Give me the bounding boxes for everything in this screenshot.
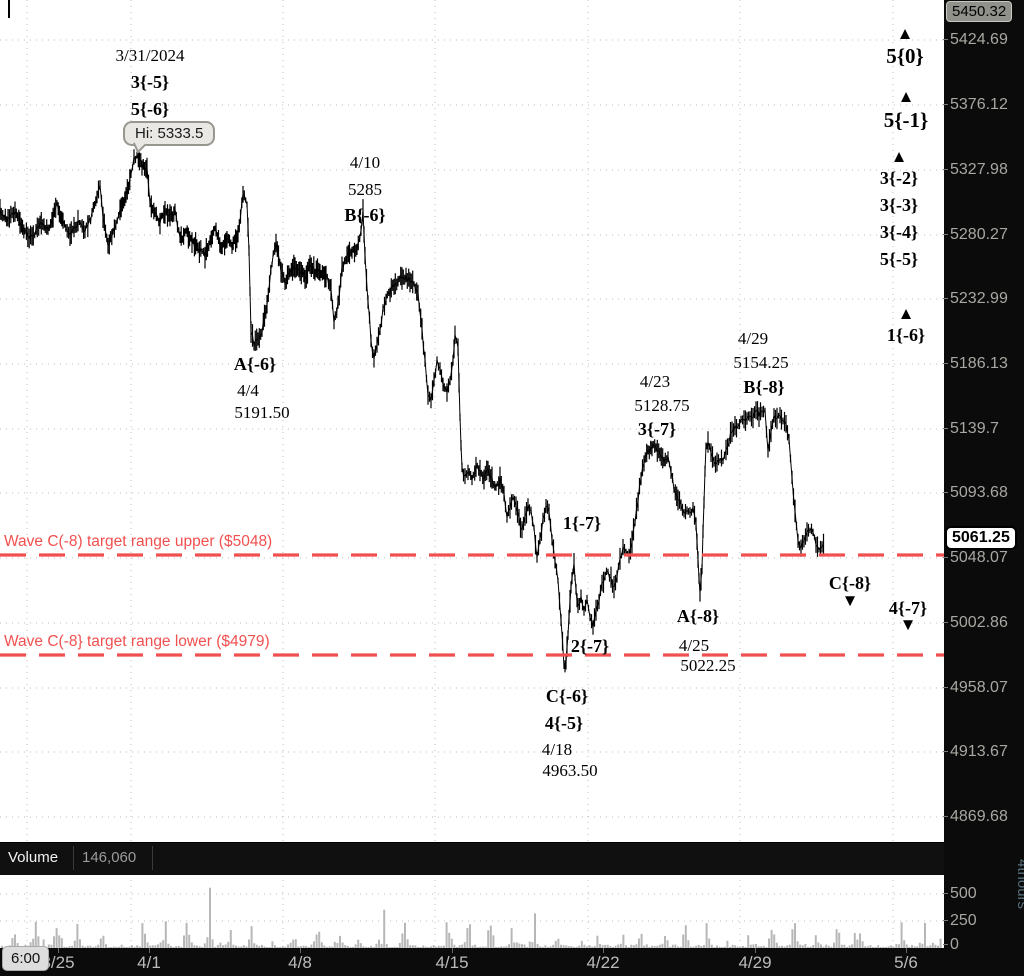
triangle-up-icon[interactable]: ▲ — [890, 147, 908, 166]
price-axis-label: 5280.27 — [943, 226, 1008, 243]
triangle-up-icon[interactable]: ▲ — [897, 304, 915, 323]
price-axis-label: 5048.07 — [943, 549, 1008, 566]
target-range-upper-label[interactable]: Wave C(-8) target range upper ($5048) — [4, 533, 273, 550]
wave-annotation[interactable]: 4/4 — [237, 381, 259, 400]
wave-marker-label[interactable]: 4{-7} — [888, 598, 928, 618]
axis-high-value-box: 5450.32 — [946, 1, 1013, 22]
price-axis-label: 5186.13 — [943, 355, 1008, 372]
triangle-down-icon[interactable]: ▼ — [899, 615, 917, 634]
wave-annotation[interactable]: 4/25 — [678, 636, 710, 655]
time-axis-label: 4/15 — [435, 953, 469, 972]
price-axis-label: 4869.68 — [943, 808, 1008, 825]
volume-study-title[interactable]: Volume — [8, 849, 59, 866]
wave-annotation[interactable]: 4/10 — [349, 153, 381, 172]
wave-annotation[interactable]: 5154.25 — [733, 353, 789, 372]
wave-marker-label[interactable]: 3{-4} — [879, 222, 919, 242]
price-axis-label: 4913.67 — [943, 743, 1008, 760]
triangle-up-icon[interactable]: ▲ — [896, 24, 914, 43]
price-axis-panel[interactable] — [944, 0, 1024, 976]
wave-annotation[interactable]: 4/23 — [639, 372, 671, 391]
wave-marker-label[interactable]: 3{-3} — [879, 195, 919, 215]
time-axis-tick — [300, 948, 301, 953]
time-axis-tick — [149, 948, 150, 953]
wave-marker-label[interactable]: 5{-1} — [883, 108, 929, 132]
price-axis-label: 5424.69 — [943, 31, 1008, 48]
wave-annotation[interactable]: C{-6} — [545, 686, 589, 706]
time-axis-label: 4/1 — [137, 953, 161, 972]
volume-current-value: 146,060 — [82, 849, 137, 866]
wave-annotation[interactable]: 2{-7} — [570, 636, 610, 656]
vertical-edge-note: 4thours — [1014, 859, 1024, 910]
time-axis-label: 5/6 — [894, 953, 918, 972]
chart-edge-mark — [8, 0, 10, 18]
price-axis-label: 5093.68 — [943, 484, 1008, 501]
price-axis-label: 5232.99 — [943, 290, 1008, 307]
wave-annotation[interactable]: B{-6} — [344, 205, 386, 225]
price-axis-label: 4958.07 — [943, 679, 1008, 696]
volume-header-divider — [152, 846, 153, 870]
wave-annotation[interactable]: 1{-7} — [562, 513, 602, 533]
last-price-box: 5061.25 — [945, 526, 1017, 550]
time-axis-tick — [452, 948, 453, 953]
wave-annotation[interactable]: 5285 — [348, 180, 382, 199]
wave-annotation[interactable]: A{-8} — [676, 606, 720, 626]
wave-marker-label[interactable]: 1{-6} — [886, 325, 926, 345]
wave-marker-label[interactable]: 5{-5} — [879, 249, 919, 269]
triangle-down-icon[interactable]: ▼ — [841, 591, 859, 610]
wave-annotation[interactable]: 4963.50 — [542, 761, 598, 780]
target-range-lower-label[interactable]: Wave C(-8} target range lower ($4979) — [4, 633, 270, 650]
price-axis-label: 5376.12 — [943, 96, 1008, 113]
price-axis-label: 5002.86 — [943, 614, 1008, 631]
wave-marker-label[interactable]: C{-8} — [828, 573, 872, 593]
wave-annotation[interactable]: 3{-5} — [130, 72, 170, 92]
wave-annotation[interactable]: 3/31/2024 — [115, 46, 185, 65]
time-axis-label: 3/25 — [41, 953, 75, 972]
time-axis-tick — [58, 948, 59, 953]
time-axis-label: 4/22 — [586, 953, 620, 972]
time-axis-label: 4/29 — [738, 953, 772, 972]
wave-annotation[interactable]: 5{-6} — [130, 99, 170, 119]
price-axis-label: 5139.7 — [943, 420, 999, 437]
wave-annotation[interactable]: 5022.25 — [680, 656, 736, 675]
wave-annotation[interactable]: 3{-7} — [637, 419, 677, 439]
time-axis-tick — [755, 948, 756, 953]
price-bars[interactable] — [0, 149, 825, 673]
volume-axis-label: 0 — [943, 936, 959, 953]
volume-axis-label: 500 — [943, 885, 977, 902]
wave-marker-label[interactable]: 5{0} — [886, 44, 924, 68]
wave-annotation[interactable]: 5128.75 — [634, 396, 690, 415]
wave-annotation[interactable]: 4/18 — [541, 740, 573, 759]
volume-bars — [1, 887, 942, 948]
time-axis-label: 4/8 — [288, 953, 312, 972]
time-axis-tick — [906, 948, 907, 953]
time-axis-tick — [603, 948, 604, 953]
time-axis-panel[interactable] — [0, 948, 944, 976]
wave-annotation[interactable]: B{-8} — [743, 377, 785, 397]
wave-marker-label[interactable]: 3{-2} — [879, 168, 919, 188]
crosshair-time-bubble: 6:00 — [2, 946, 50, 971]
wave-annotation[interactable]: 4/29 — [737, 329, 769, 348]
wave-annotation[interactable]: 5191.50 — [234, 403, 290, 422]
price-axis-label: 5327.98 — [943, 161, 1008, 178]
wave-annotation[interactable]: A{-6} — [233, 354, 277, 374]
volume-axis-label: 250 — [943, 912, 977, 929]
high-price-bubble: Hi: 5333.5 — [123, 121, 216, 146]
wave-annotation[interactable]: 4{-5} — [544, 713, 584, 733]
volume-study-header[interactable] — [0, 842, 944, 875]
volume-header-divider — [73, 846, 74, 870]
triangle-up-icon[interactable]: ▲ — [897, 87, 915, 106]
